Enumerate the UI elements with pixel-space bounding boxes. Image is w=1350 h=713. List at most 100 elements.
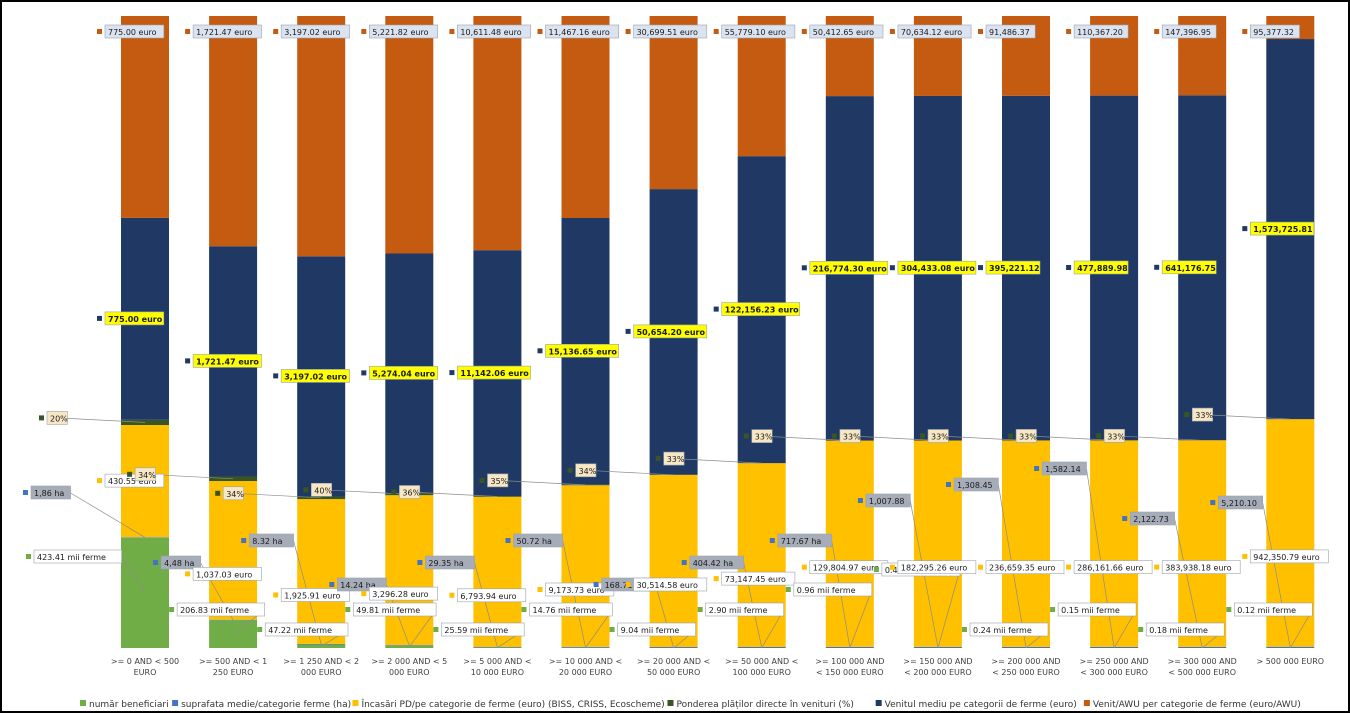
data-label-box bbox=[248, 533, 294, 548]
data-label-box bbox=[721, 302, 801, 316]
data-label-ponderea-platilor-di-12: 33% bbox=[1107, 432, 1125, 441]
bar-incasari-pd-pe-categorie-4 bbox=[473, 496, 522, 647]
data-label-marker bbox=[889, 265, 895, 271]
bar-ponderea-platilor-direct-0 bbox=[121, 419, 169, 426]
data-label-box bbox=[192, 24, 262, 39]
data-label-box bbox=[1103, 428, 1125, 443]
bar-numar-beneficiari-0 bbox=[121, 537, 169, 648]
data-label-marker bbox=[449, 592, 455, 598]
bars-layer bbox=[121, 16, 1315, 648]
data-label-numar-beneficiari-0: 423.41 mii ferme bbox=[37, 553, 106, 562]
data-label-marker bbox=[361, 591, 367, 597]
x-tick-label-5-1: 20 000 EURO bbox=[559, 668, 612, 677]
leader-line bbox=[243, 493, 322, 499]
bar-incasari-pd-pe-categorie-12 bbox=[1178, 440, 1227, 647]
data-label-marker bbox=[153, 560, 159, 565]
bar-numar-beneficiari-4 bbox=[473, 647, 522, 648]
data-label-box bbox=[368, 24, 438, 39]
data-label-marker bbox=[215, 490, 221, 496]
data-label-marker bbox=[978, 29, 983, 34]
data-label-venit-awu-per-catego-13: 95,377.32 bbox=[1253, 28, 1294, 37]
bar-venit-awu-per-categorie--5 bbox=[561, 16, 610, 218]
data-label-box bbox=[425, 555, 475, 570]
data-label-suprafata-medie-cate-9: 1,007.88 bbox=[869, 497, 905, 506]
data-label-box bbox=[545, 24, 619, 39]
data-label-box bbox=[399, 485, 421, 499]
data-label-venit-awu-per-catego-7: 55,779.10 euro bbox=[725, 28, 786, 37]
data-label-box bbox=[1218, 495, 1264, 510]
data-label-venit-awu-per-catego-4: 10,611.48 euro bbox=[460, 28, 521, 37]
data-label-venitul-mediu-pe-cat-1: 1,721.47 euro bbox=[196, 357, 259, 366]
data-label-box bbox=[1161, 560, 1241, 574]
data-label-suprafata-medie-cate-1: 4,48 ha bbox=[164, 559, 194, 568]
leader-line bbox=[684, 458, 762, 464]
data-label-ponderea-platilor-di-4: 36% bbox=[402, 489, 420, 498]
data-label-numar-beneficiari-2: 47.22 mii ferme bbox=[268, 626, 332, 635]
legend: număr beneficiari suprafata medie/categor… bbox=[80, 698, 1301, 710]
data-label-marker bbox=[625, 328, 631, 334]
x-tick-label-0-1: EURO bbox=[134, 668, 157, 677]
data-label-marker bbox=[801, 564, 807, 570]
bar-incasari-pd-pe-categorie-1 bbox=[209, 481, 258, 620]
data-label-numar-beneficiari-8: 0.96 mii ferme bbox=[797, 586, 856, 595]
data-label-marker bbox=[1096, 433, 1102, 439]
data-label-marker bbox=[857, 498, 863, 503]
data-label-marker bbox=[39, 415, 44, 421]
bar-incasari-pd-pe-categorie-8 bbox=[825, 440, 874, 647]
data-label-venit-awu-per-catego-12: 147,396.95 bbox=[1165, 28, 1211, 37]
data-label-marker bbox=[479, 477, 485, 483]
data-label-marker bbox=[1050, 607, 1056, 612]
data-label-suprafata-medie-cate-0: 1,86 ha bbox=[34, 489, 64, 498]
bar-venit-awu-per-categorie--6 bbox=[649, 16, 698, 190]
data-label-box bbox=[1250, 221, 1315, 236]
data-label-incasari-pd-pe-categ-1: 1,037.03 euro bbox=[196, 570, 252, 579]
data-label-box bbox=[985, 260, 1041, 275]
data-label-marker bbox=[185, 571, 191, 577]
data-label-marker bbox=[962, 627, 967, 632]
legend-entry-2: Încasări PD/pe categorie de ferme (euro)… bbox=[360, 698, 664, 710]
data-label-box bbox=[809, 24, 884, 39]
data-label-marker bbox=[625, 582, 631, 587]
data-label-marker bbox=[743, 433, 749, 439]
legend-swatch-2 bbox=[352, 700, 359, 706]
x-tick-label-3-0: >= 2 000 AND < 5 bbox=[371, 657, 447, 666]
data-label-suprafata-medie-cate-10: 1,308.45 bbox=[957, 481, 993, 490]
data-label-marker bbox=[1226, 607, 1232, 612]
data-label-box bbox=[1192, 407, 1214, 422]
data-label-box bbox=[1041, 461, 1087, 476]
leader-line bbox=[1036, 436, 1115, 441]
data-label-marker bbox=[1242, 553, 1248, 559]
data-label-box bbox=[280, 24, 350, 39]
data-label-ponderea-platilor-di-5: 35% bbox=[491, 477, 509, 486]
data-label-box bbox=[192, 354, 262, 368]
data-label-venitul-mediu-pe-cat-2: 3,197.02 euro bbox=[284, 372, 347, 381]
data-label-marker bbox=[713, 306, 719, 312]
x-tick-label-9-0: >= 150 000 AND bbox=[903, 657, 972, 666]
data-label-box bbox=[104, 24, 165, 39]
x-axis-tick-labels: >= 0 AND < 500 EURO >= 500 AND < 1 250 EURO… bbox=[111, 657, 1324, 677]
leader-line bbox=[1124, 435, 1203, 441]
data-label-venit-awu-per-catego-11: 110,367.20 bbox=[1077, 28, 1123, 37]
x-tick-label-4-0: >= 5 000 AND < bbox=[463, 657, 531, 666]
data-label-box bbox=[777, 533, 833, 548]
bar-suprafata-medie-categori-12 bbox=[1178, 646, 1227, 648]
data-label-ponderea-platilor-di-7: 33% bbox=[667, 455, 685, 464]
data-label-venitul-mediu-pe-cat-7: 122,156.23 euro bbox=[725, 306, 799, 315]
data-label-marker bbox=[1154, 264, 1160, 270]
data-label-marker bbox=[1008, 433, 1014, 439]
x-tick-label-4-1: 10 000 EURO bbox=[471, 668, 524, 677]
data-label-venitul-mediu-pe-cat-13: 1,573,725.81 bbox=[1253, 225, 1313, 234]
data-label-suprafata-medie-cate-2: 8.32 ha bbox=[252, 537, 282, 546]
data-label-box bbox=[927, 429, 949, 443]
bar-venit-awu-per-categorie--7 bbox=[737, 16, 786, 157]
bar-venit-awu-per-categorie--0 bbox=[121, 16, 169, 218]
data-label-numar-beneficiari-5: 14.76 mii ferme bbox=[533, 606, 597, 615]
data-label-marker bbox=[185, 358, 191, 364]
data-label-marker bbox=[26, 554, 31, 559]
data-label-venit-awu-per-catego-10: 91,486.37 bbox=[989, 28, 1030, 37]
data-label-venit-awu-per-catego-6: 30,699.51 euro bbox=[637, 28, 698, 37]
legend-entry-3: Ponderea plăților directe în venituri (%… bbox=[676, 700, 853, 710]
data-label-numar-beneficiari-12: 0.18 mii ferme bbox=[1149, 626, 1208, 635]
data-label-marker bbox=[713, 576, 719, 582]
